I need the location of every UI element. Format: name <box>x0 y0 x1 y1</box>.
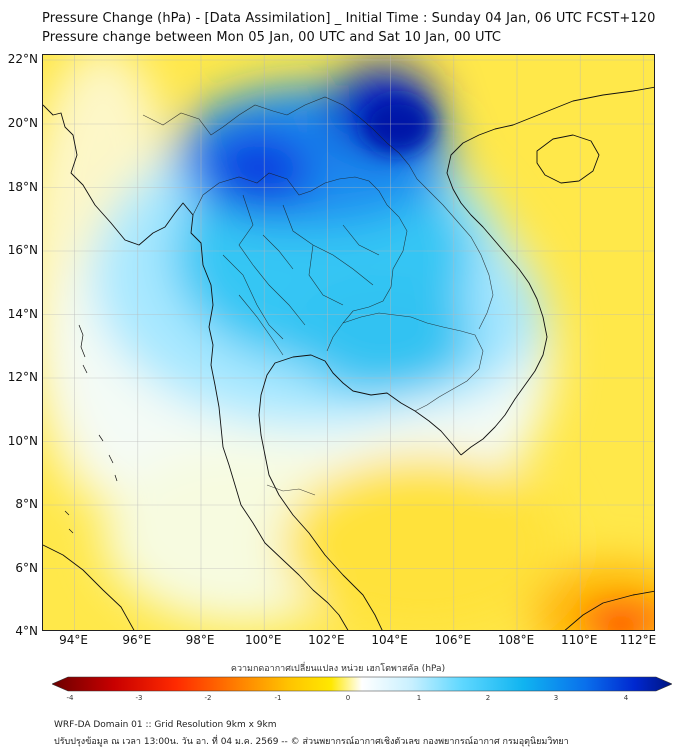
colorbar-tick: 0 <box>345 694 351 702</box>
myanmar-china-border <box>142 104 288 136</box>
lon-label-108: 108°E <box>497 633 535 647</box>
malaysia-border <box>266 484 316 496</box>
field-cyan-2 <box>293 275 473 395</box>
lon-label-102: 102°E <box>308 633 345 647</box>
laos-vietnam-border <box>286 96 494 330</box>
lon-label-94: 94°E <box>59 633 89 647</box>
lon-label-112: 112°E <box>619 633 657 647</box>
lat-label-14: 14°N <box>7 306 38 321</box>
nicobar-islands <box>98 434 118 482</box>
field-red-core <box>605 615 637 630</box>
small-island-south <box>64 510 74 534</box>
colorbar-tick: -3 <box>135 694 143 702</box>
coastlines <box>43 86 654 630</box>
field-darkblue-west <box>203 130 313 210</box>
lon-label-98: 98°E <box>185 633 215 647</box>
colorbar-tick: -1 <box>274 694 282 702</box>
colorbar-tick: 1 <box>416 694 422 702</box>
lon-label-104: 104°E <box>371 633 408 647</box>
lon-label-110: 110°E <box>560 633 598 647</box>
lat-label-4: 4°N <box>15 624 38 638</box>
map-panel[interactable] <box>42 54 655 631</box>
lat-label-18: 18°N <box>7 179 38 194</box>
lon-label-106: 106°E <box>434 633 472 647</box>
lon-label-96: 96°E <box>122 633 152 647</box>
colorbar <box>52 676 672 692</box>
graticule <box>43 55 654 630</box>
lat-label-12: 12°N <box>7 370 38 384</box>
coast-gulf <box>258 354 462 630</box>
lat-label-6: 6°N <box>15 560 38 575</box>
map-title: Pressure Change (hPa) - [Data Assimilati… <box>42 11 656 26</box>
colorbar-body <box>52 676 672 692</box>
hainan-island <box>536 134 600 184</box>
colorbar-title: ความกดอากาศเปลี่ยนแปลง หน่วย เฮกโตพาสคัล… <box>230 664 446 674</box>
field-darkblue-core <box>363 97 433 153</box>
footer-credit: ปรับปรุงข้อมูล ณ เวลา 13:00น. วัน อา. ที… <box>54 737 569 747</box>
field-yellow-south <box>283 455 563 630</box>
colorbar-tick: 3 <box>553 694 559 702</box>
borneo-coast <box>564 590 654 630</box>
lat-label-10: 10°N <box>7 433 38 448</box>
map-subtitle: Pressure change between Mon 05 Jan, 00 U… <box>42 30 502 45</box>
colorbar-tick: -4 <box>66 694 74 702</box>
lon-label-100: 100°E <box>244 633 282 647</box>
andaman-islands <box>78 324 88 374</box>
sumatra-coast <box>43 544 135 630</box>
lat-label-8: 8°N <box>15 497 38 511</box>
footer-model-info: WRF-DA Domain 01 :: Grid Resolution 9km … <box>54 720 277 730</box>
lat-label-16: 16°N <box>7 243 38 257</box>
coast-east <box>446 86 654 456</box>
coast-west <box>43 104 349 630</box>
colorbar-tick: 4 <box>623 694 629 702</box>
colorbar-tick: -2 <box>204 694 212 702</box>
lat-label-20: 20°N <box>7 116 38 130</box>
thailand-border <box>192 172 408 352</box>
province-lines <box>222 194 380 356</box>
admin-borders <box>142 96 494 496</box>
cambodia-border <box>342 312 484 412</box>
lat-label-22: 22°N <box>7 52 38 66</box>
colorbar-tick: 2 <box>485 694 491 702</box>
pressure-change-map <box>43 55 654 630</box>
islands <box>64 324 118 534</box>
